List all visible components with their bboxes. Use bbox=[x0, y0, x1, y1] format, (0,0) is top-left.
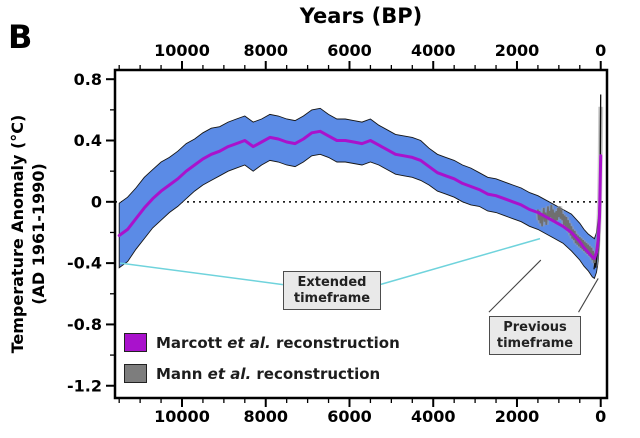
y-axis-title: Temperature Anomaly (°C) (AD 1961-1990) bbox=[8, 64, 52, 404]
marcott-line bbox=[117, 129, 603, 260]
y-tick-label: -0.4 bbox=[67, 254, 102, 273]
x-tick-label-bottom: 4000 bbox=[411, 407, 456, 426]
legend-label-mann: Mann et al. reconstruction bbox=[156, 364, 381, 383]
y-tick-label: 0 bbox=[91, 192, 102, 211]
legend-label-marcott: Marcott et al. reconstruction bbox=[156, 333, 400, 352]
legend-item-marcott: Marcott et al. reconstruction bbox=[124, 333, 400, 352]
x-tick-label-top: 6000 bbox=[327, 41, 372, 60]
y-tick-label: -1.2 bbox=[67, 376, 102, 395]
x-axis-title: Years (BP) bbox=[299, 4, 423, 28]
x-tick-label-top: 8000 bbox=[243, 41, 288, 60]
x-tick-label-bottom: 8000 bbox=[243, 407, 288, 426]
extended-timeframe-connector bbox=[379, 237, 541, 286]
marcott-uncertainty-band bbox=[118, 107, 602, 280]
x-tick-label-top: 4000 bbox=[411, 41, 456, 60]
extended-timeframe-label: Extended timeframe bbox=[283, 271, 381, 311]
legend-item-mann: Mann et al. reconstruction bbox=[124, 364, 400, 383]
previous-timeframe-label: Previous timeframe bbox=[489, 316, 581, 356]
x-tick-label-top: 2000 bbox=[495, 41, 540, 60]
previous-timeframe-connector bbox=[488, 259, 542, 313]
y-tick-label: 0.4 bbox=[74, 131, 102, 150]
x-tick-label-bottom: 2000 bbox=[495, 407, 540, 426]
extended-timeframe-connector bbox=[119, 262, 284, 286]
marcott-swatch bbox=[124, 333, 147, 352]
x-tick-label-bottom: 0 bbox=[595, 407, 606, 426]
y-axis-title-line1: Temperature Anomaly (°C) bbox=[8, 114, 27, 354]
plot-frame bbox=[113, 68, 609, 400]
mann-swatch bbox=[124, 364, 147, 383]
x-tick-label-top: 10000 bbox=[154, 41, 210, 60]
x-tick-label-bottom: 10000 bbox=[154, 407, 210, 426]
panel-label: B bbox=[8, 18, 33, 56]
y-tick-label: -0.8 bbox=[67, 315, 102, 334]
y-axis-title-line2: (AD 1961-1990) bbox=[28, 163, 48, 305]
x-tick-label-bottom: 6000 bbox=[327, 407, 372, 426]
previous-timeframe-connector bbox=[578, 278, 599, 313]
y-tick-label: 0.8 bbox=[74, 70, 102, 89]
x-tick-label-top: 0 bbox=[595, 41, 606, 60]
legend: Marcott et al. reconstruction Mann et al… bbox=[124, 333, 400, 395]
